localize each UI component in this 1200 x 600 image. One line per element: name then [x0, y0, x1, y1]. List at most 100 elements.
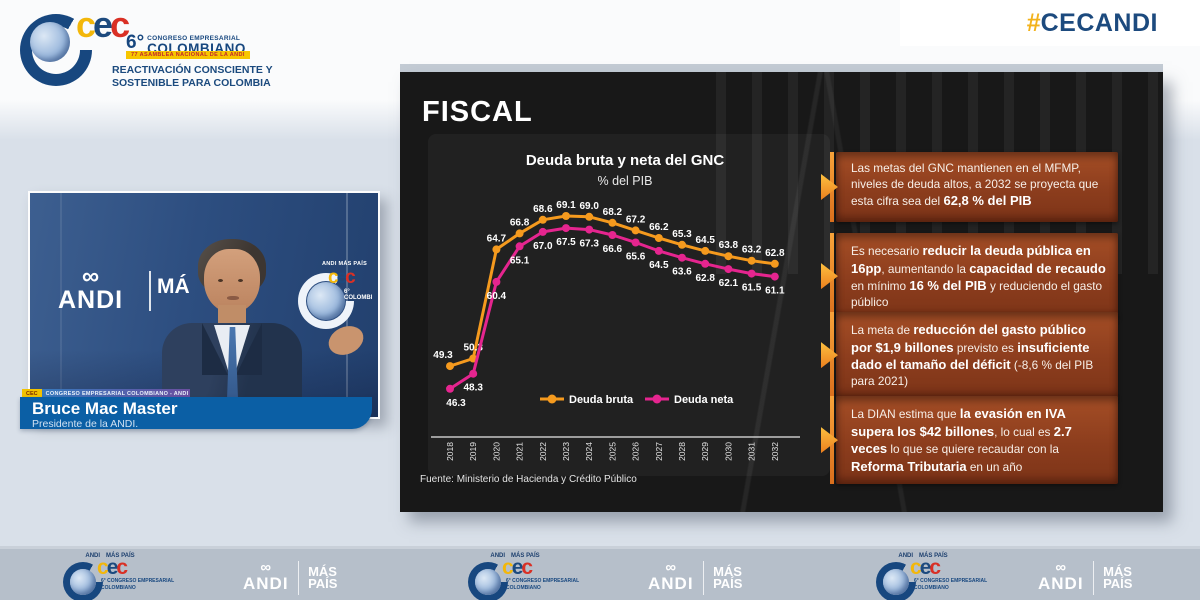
svg-text:67.5: 67.5 — [556, 237, 576, 248]
event-logo: cec 6° CONGRESO EMPRESARIAL COLOMBIANO 7… — [14, 4, 274, 104]
svg-text:66.2: 66.2 — [649, 222, 669, 233]
footer-cec-logo: ANDI MÁS PAÍS cec 6° CONGRESO EMPRESARIAL… — [858, 553, 988, 600]
svg-text:63.6: 63.6 — [672, 267, 692, 278]
strip-text: CONGRESO EMPRESARIAL COLOMBIANO - ANDI — [45, 390, 189, 397]
svg-text:2026: 2026 — [631, 442, 641, 461]
svg-text:2023: 2023 — [561, 442, 571, 461]
andi-logo-text: ANDI — [58, 286, 124, 315]
insight-box-gasto-publico: La meta de reducción del gasto público p… — [821, 312, 1118, 399]
svg-text:61.1: 61.1 — [765, 286, 785, 297]
event-ribbon: 77 ASAMBLEA NACIONAL DE LA ANDI — [126, 51, 250, 59]
slide-title: FISCAL — [422, 96, 533, 128]
backdrop-logo-divider — [149, 271, 151, 311]
speaker-video[interactable]: ∞ ANDI MÁ ANDI MÁS PAÍS cec 6° COLOMBI — [28, 191, 380, 419]
mas-pais-partial-text: MÁ — [157, 275, 190, 298]
svg-text:2027: 2027 — [654, 442, 664, 461]
globe-icon — [307, 282, 345, 320]
svg-text:2028: 2028 — [677, 442, 687, 461]
svg-text:2031: 2031 — [747, 442, 757, 461]
svg-text:63.8: 63.8 — [719, 240, 739, 251]
chart-panel — [428, 134, 830, 476]
svg-text:48.3: 48.3 — [463, 383, 483, 394]
svg-text:2029: 2029 — [700, 442, 710, 461]
presentation-slide: FISCAL Deuda bruta y neta del GNC % del … — [400, 72, 1163, 512]
hashtag-text: CECANDI — [1040, 8, 1158, 37]
logo-divider — [1092, 561, 1095, 595]
svg-text:66.8: 66.8 — [510, 217, 530, 228]
event-name-line1: CONGRESO EMPRESARIAL — [147, 35, 241, 42]
insight-box-mfmp: Las metas del GNC mantienen en el MFMP, … — [821, 152, 1118, 222]
svg-text:61.5: 61.5 — [742, 283, 762, 294]
footer-andi-logo: ∞ ANDI MÁS PAÍS — [1038, 559, 1133, 595]
footer-andi-logo: ∞ ANDI MÁS PAÍS — [648, 559, 743, 595]
svg-text:2022: 2022 — [538, 442, 548, 461]
svg-text:46.3: 46.3 — [446, 398, 466, 409]
chart-source: Fuente: Ministerio de Hacienda y Crédito… — [420, 474, 637, 485]
footer-cec-logo: ANDI MÁS PAÍS cec 6° CONGRESO EMPRESARIAL… — [450, 553, 580, 600]
globe-icon — [475, 569, 501, 595]
lower-third-strip: CEC CONGRESO EMPRESARIAL COLOMBIANO - AN… — [22, 389, 190, 398]
andi-logo-glyph-icon: ∞ — [82, 263, 100, 290]
svg-text:49.3: 49.3 — [433, 350, 453, 361]
svg-text:62.8: 62.8 — [695, 273, 715, 284]
logo-divider — [297, 561, 300, 595]
svg-text:69.1: 69.1 — [556, 200, 576, 211]
svg-text:62.1: 62.1 — [719, 278, 739, 289]
svg-text:2030: 2030 — [723, 442, 733, 461]
chart-title: Deuda bruta y neta del GNC — [525, 152, 725, 169]
globe-icon — [70, 569, 96, 595]
insight-box-evasion-iva: La DIAN estima que la evasión en IVA sup… — [821, 396, 1118, 485]
insight-text: La DIAN estima que la evasión en IVA sup… — [851, 406, 1072, 474]
badge-sub-text: 6° COLOMBI — [344, 289, 373, 301]
svg-text:2032: 2032 — [770, 442, 780, 461]
speaker-role: Presidente de la ANDI. — [32, 417, 139, 430]
svg-text:Deuda bruta: Deuda bruta — [569, 394, 634, 406]
svg-text:63.2: 63.2 — [742, 245, 762, 256]
svg-text:50.3: 50.3 — [463, 343, 483, 354]
svg-text:69.0: 69.0 — [579, 201, 599, 212]
svg-text:66.6: 66.6 — [603, 244, 623, 255]
speaker-nameplate: Bruce Mac Master Presidente de la ANDI. — [20, 397, 372, 430]
globe-icon — [883, 569, 909, 595]
andi-backdrop-logo: ∞ ANDI — [58, 263, 124, 315]
footer-andi-logo: ∞ ANDI MÁS PAÍS — [243, 559, 338, 595]
footer-logo-band: ANDI MÁS PAÍS cec 6° CONGRESO EMPRESARIAL… — [0, 546, 1200, 600]
svg-text:60.4: 60.4 — [487, 291, 507, 302]
debt-chart-svg: 2018 2019 2020 2021 2022 2023 2024 2025 2026 2027… — [431, 200, 800, 461]
speaker-name: Bruce Mac Master — [32, 399, 178, 418]
svg-text:2020: 2020 — [491, 442, 501, 461]
svg-text:65.1: 65.1 — [510, 255, 530, 266]
cec-backdrop-badge: ANDI MÁS PAÍS cec 6° COLOMBI — [298, 259, 378, 345]
andi-logo-glyph-icon: ∞ — [1055, 559, 1067, 576]
insight-text: Es necesario reducir la deuda pública en… — [851, 243, 1106, 309]
svg-text:2024: 2024 — [584, 442, 594, 461]
badge-top-text: ANDI MÁS PAÍS — [322, 261, 368, 267]
svg-text:2018: 2018 — [445, 442, 455, 461]
svg-text:68.2: 68.2 — [603, 207, 623, 218]
event-tagline-line2: SOSTENIBLE PARA COLOMBIA — [112, 77, 271, 90]
svg-text:2025: 2025 — [607, 442, 617, 461]
hashtag-banner: # CECANDI — [900, 0, 1200, 46]
speaker-face — [204, 249, 260, 313]
insight-box-reduccion-deuda: Es necesario reducir la deuda pública en… — [821, 233, 1118, 320]
event-tagline-line1: REACTIVACIÓN CONSCIENTE Y — [112, 64, 273, 76]
svg-text:62.8: 62.8 — [765, 248, 785, 259]
svg-text:2019: 2019 — [468, 442, 478, 461]
svg-text:64.5: 64.5 — [695, 235, 715, 246]
svg-text:64.7: 64.7 — [487, 233, 507, 244]
cec-wordmark: cec — [76, 4, 130, 45]
speaker-tie — [227, 327, 238, 399]
svg-text:67.0: 67.0 — [533, 241, 553, 252]
globe-icon — [30, 22, 70, 62]
andi-logo-glyph-icon: ∞ — [665, 559, 677, 576]
svg-text:65.6: 65.6 — [626, 252, 646, 263]
svg-text:65.3: 65.3 — [672, 229, 692, 240]
chart-subtitle: % del PIB — [597, 174, 653, 188]
svg-text:64.5: 64.5 — [649, 260, 669, 271]
insight-text: La meta de reducción del gasto público p… — [851, 322, 1094, 388]
svg-text:67.3: 67.3 — [579, 239, 599, 250]
svg-text:2021: 2021 — [515, 442, 525, 461]
logo-divider — [702, 561, 705, 595]
cec-wordmark: cec — [328, 267, 356, 288]
